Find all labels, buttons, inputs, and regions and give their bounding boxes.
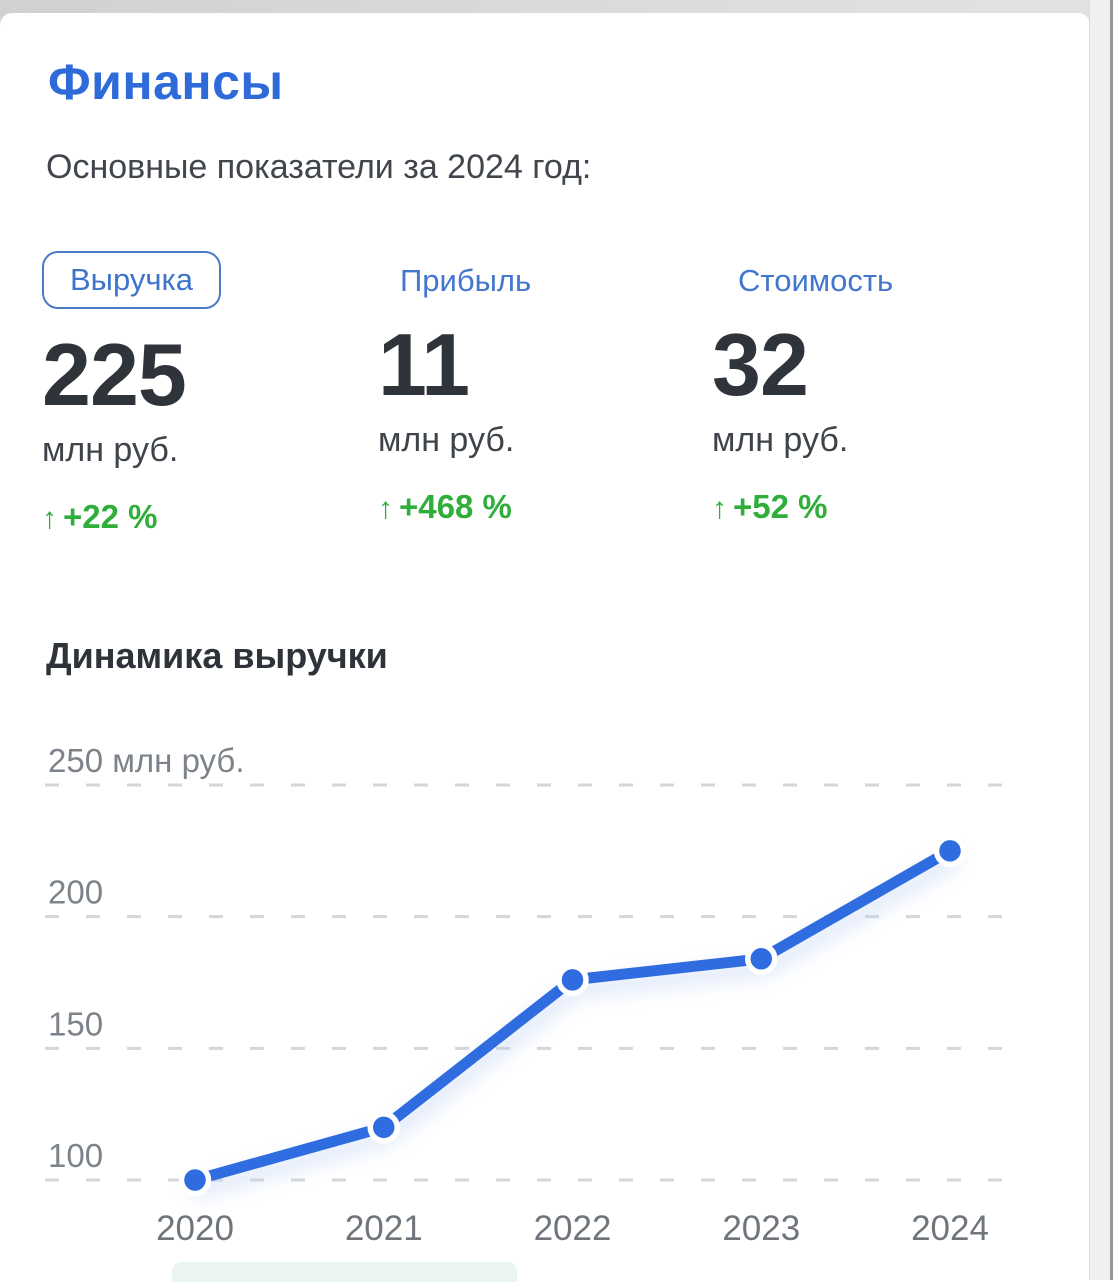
y-tick-label: 250 млн руб. <box>48 742 245 779</box>
revenue-line <box>189 845 956 1186</box>
up-arrow-icon: ↑ <box>378 492 393 525</box>
chart-section-title: Динамика выручки <box>46 635 388 676</box>
y-tick-label: 150 <box>48 1005 103 1042</box>
profit-unit: млн руб. <box>378 421 515 459</box>
valuation-value: 32 <box>712 315 809 414</box>
line-chart-svg: 250 млн руб. 200 150 100 2020 2021 2022 2023 202… <box>45 742 1015 1248</box>
scrollbar-track[interactable] <box>1089 0 1113 1280</box>
data-point <box>178 1163 212 1197</box>
valuation-change-value: +52 % <box>733 488 828 525</box>
revenue-change: ↑ +22 % <box>42 498 158 536</box>
x-tick-label: 2023 <box>722 1209 800 1248</box>
page-sheet <box>0 13 1090 1280</box>
valuation-unit: млн руб. <box>712 421 849 459</box>
x-tick-label: 2024 <box>911 1209 989 1248</box>
x-tick-label: 2021 <box>345 1209 423 1248</box>
finance-panel: Финансы Основные показатели за 2024 год:… <box>0 13 1090 1282</box>
metric-revenue: Выручка 225 млн руб. ↑ +22 % <box>42 251 378 536</box>
revenue-value: 225 <box>42 325 187 424</box>
metric-profit: Прибыль 11 млн руб. ↑ +468 % <box>378 251 712 536</box>
revenue-line-chart: 250 млн руб. 200 150 100 2020 2021 2022 2023 202… <box>45 718 1030 1263</box>
page-subtitle: Основные показатели за 2024 год: <box>46 148 592 186</box>
revenue-change-value: +22 % <box>63 498 158 535</box>
metrics-row: Выручка 225 млн руб. ↑ +22 % Прибыль 11 м… <box>42 251 1042 536</box>
y-tick-label: 200 <box>48 874 103 911</box>
data-point <box>556 963 589 997</box>
profit-change: ↑ +468 % <box>378 488 512 526</box>
up-arrow-icon: ↑ <box>712 492 727 525</box>
up-arrow-icon: ↑ <box>42 502 57 535</box>
profit-value: 11 <box>378 315 470 414</box>
tab-profit[interactable]: Прибыль <box>400 263 532 298</box>
profit-change-value: +468 % <box>399 488 512 525</box>
x-tick-label: 2020 <box>156 1209 234 1248</box>
tab-revenue[interactable]: Выручка <box>42 251 221 309</box>
y-tick-label: 100 <box>48 1137 103 1174</box>
data-point <box>745 942 778 976</box>
page-title: Финансы <box>48 54 284 110</box>
valuation-change: ↑ +52 % <box>712 488 828 526</box>
metric-valuation: Стоимость 32 млн руб. ↑ +52 % <box>712 251 1042 536</box>
bottom-action-button-partial[interactable] <box>172 1262 517 1282</box>
x-tick-label: 2022 <box>534 1209 612 1248</box>
tab-valuation[interactable]: Стоимость <box>738 263 894 298</box>
data-point <box>367 1111 400 1144</box>
data-point <box>933 834 967 868</box>
revenue-unit: млн руб. <box>42 431 179 469</box>
